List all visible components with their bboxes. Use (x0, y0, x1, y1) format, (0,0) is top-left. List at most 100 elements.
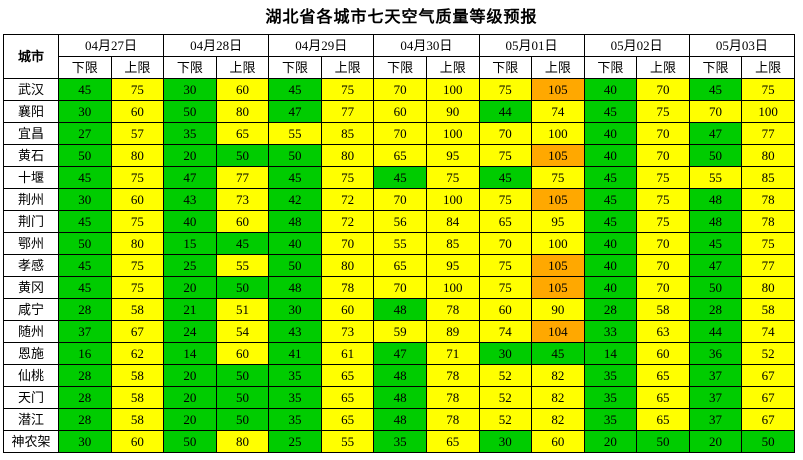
value-cell: 40 (583, 122, 638, 145)
value-cell: 70 (636, 276, 690, 299)
value-cell: 58 (741, 298, 795, 321)
limit-header-lower-2: 下限 (268, 56, 322, 79)
value-cell: 67 (741, 364, 795, 387)
value-cell: 78 (741, 210, 795, 233)
value-cell: 70 (636, 232, 690, 255)
value-cell: 75 (741, 78, 795, 101)
value-cell: 40 (268, 232, 322, 255)
value-cell: 75 (110, 78, 165, 101)
value-cell: 75 (110, 276, 165, 299)
value-cell: 100 (425, 276, 480, 299)
value-cell: 16 (58, 342, 112, 365)
date-header-2: 04月29日 (268, 34, 375, 57)
value-cell: 30 (268, 298, 322, 321)
value-cell: 65 (478, 210, 533, 233)
value-cell: 40 (583, 144, 638, 167)
value-cell: 35 (163, 122, 217, 145)
value-cell: 104 (531, 320, 585, 343)
value-cell: 14 (163, 342, 217, 365)
value-cell: 45 (688, 232, 743, 255)
value-cell: 67 (741, 408, 795, 431)
value-cell: 50 (58, 232, 112, 255)
value-cell: 89 (425, 320, 480, 343)
city-cell: 荆州 (3, 188, 59, 211)
city-cell: 仙桃 (3, 364, 59, 387)
limit-header-upper-3: 上限 (425, 56, 480, 79)
value-cell: 105 (531, 254, 585, 277)
value-cell: 70 (636, 78, 690, 101)
value-cell: 47 (688, 122, 743, 145)
value-cell: 78 (741, 188, 795, 211)
value-cell: 70 (373, 276, 427, 299)
value-cell: 105 (531, 188, 585, 211)
value-cell: 50 (636, 430, 690, 453)
value-cell: 70 (636, 122, 690, 145)
value-cell: 75 (425, 166, 480, 189)
value-cell: 100 (425, 188, 480, 211)
value-cell: 100 (531, 122, 585, 145)
value-cell: 100 (741, 100, 795, 123)
limit-header-upper-6: 上限 (741, 56, 795, 79)
value-cell: 25 (163, 254, 217, 277)
value-cell: 50 (215, 408, 270, 431)
value-cell: 105 (531, 78, 585, 101)
value-cell: 48 (268, 210, 322, 233)
limit-header-lower-5: 下限 (583, 56, 638, 79)
table-row: 武汉 45 75 30 60 45 75 70 100 75 105 40 70 45 75 (3, 78, 795, 101)
table-row: 黄石 50 80 20 50 50 80 65 95 75 105 40 70 50 80 (3, 144, 795, 167)
value-cell: 37 (688, 364, 743, 387)
value-cell: 45 (58, 78, 112, 101)
value-cell: 48 (373, 364, 427, 387)
value-cell: 63 (636, 320, 690, 343)
value-cell: 47 (163, 166, 217, 189)
date-header-5: 05月02日 (583, 34, 690, 57)
value-cell: 80 (320, 254, 375, 277)
value-cell: 72 (320, 210, 375, 233)
value-cell: 75 (531, 166, 585, 189)
table-row: 随州 37 67 24 54 43 73 59 89 74 104 33 63 44 74 (3, 320, 795, 343)
value-cell: 55 (320, 430, 375, 453)
value-cell: 57 (110, 122, 165, 145)
value-cell: 60 (110, 430, 165, 453)
value-cell: 75 (478, 254, 533, 277)
value-cell: 58 (636, 298, 690, 321)
value-cell: 45 (58, 166, 112, 189)
value-cell: 60 (531, 430, 585, 453)
value-cell: 60 (373, 100, 427, 123)
value-cell: 45 (268, 166, 322, 189)
value-cell: 70 (320, 232, 375, 255)
value-cell: 105 (531, 276, 585, 299)
value-cell: 75 (636, 188, 690, 211)
value-cell: 58 (110, 386, 165, 409)
value-cell: 62 (110, 342, 165, 365)
city-cell: 襄阳 (3, 100, 59, 123)
value-cell: 95 (425, 144, 480, 167)
value-cell: 45 (583, 100, 638, 123)
value-cell: 28 (688, 298, 743, 321)
table-body: 武汉 45 75 30 60 45 75 70 100 75 105 40 70 45 75 襄阳 30 60 50… (3, 78, 795, 453)
value-cell: 75 (741, 232, 795, 255)
value-cell: 65 (320, 386, 375, 409)
table-row: 十堰 45 75 47 77 45 75 45 75 45 75 45 75 55 85 (3, 166, 795, 189)
limit-header-lower-4: 下限 (478, 56, 533, 79)
value-cell: 50 (268, 144, 322, 167)
value-cell: 90 (531, 298, 585, 321)
value-cell: 35 (268, 364, 322, 387)
table-row: 咸宁 28 58 21 51 30 60 48 78 60 90 28 58 28 58 (3, 298, 795, 321)
value-cell: 80 (215, 430, 270, 453)
value-cell: 70 (478, 122, 533, 145)
value-cell: 95 (531, 210, 585, 233)
value-cell: 60 (636, 342, 690, 365)
table-row: 荆门 45 75 40 60 48 72 56 84 65 95 45 75 48 78 (3, 210, 795, 233)
value-cell: 20 (583, 430, 638, 453)
value-cell: 30 (478, 430, 533, 453)
value-cell: 75 (320, 166, 375, 189)
value-cell: 77 (741, 254, 795, 277)
city-cell: 咸宁 (3, 298, 59, 321)
table-row: 黄冈 45 75 20 50 48 78 70 100 75 105 40 70 50 80 (3, 276, 795, 299)
value-cell: 24 (163, 320, 217, 343)
value-cell: 40 (583, 276, 638, 299)
value-cell: 50 (268, 254, 322, 277)
city-cell: 黄石 (3, 144, 59, 167)
value-cell: 50 (215, 276, 270, 299)
